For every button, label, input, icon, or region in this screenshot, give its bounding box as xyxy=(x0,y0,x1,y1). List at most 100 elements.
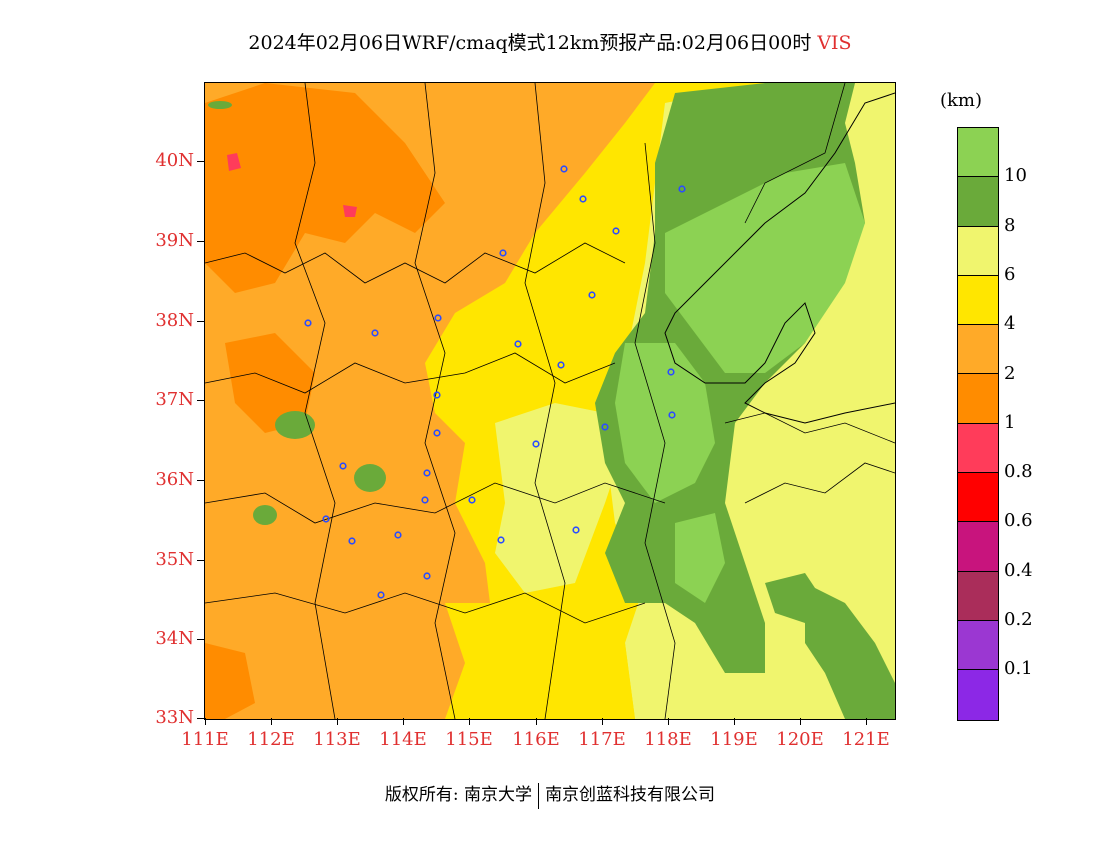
lat-tick-mark xyxy=(197,241,204,242)
footer-copyright-left: 版权所有: 南京大学 xyxy=(384,785,533,805)
lat-tick-mark xyxy=(197,560,204,561)
city-marker xyxy=(579,195,587,203)
colorbar-segment xyxy=(958,275,998,326)
colorbar-segment xyxy=(958,374,998,424)
colorbar-label: 6 xyxy=(1004,263,1016,285)
lon-tick-label: 113E xyxy=(313,729,361,750)
lon-tick-label: 119E xyxy=(710,729,758,750)
chart-title: 2024年02月06日WRF/cmaq模式12km预报产品:02月06日00时 V… xyxy=(0,28,1100,55)
lat-tick-mark xyxy=(197,480,204,481)
region-vis-8-10-pocket-4 xyxy=(208,101,232,109)
lat-tick-mark xyxy=(197,321,204,322)
colorbar-segment xyxy=(958,128,998,178)
colorbar-segment xyxy=(958,177,998,227)
lon-tick-mark xyxy=(734,718,735,725)
colorbar-label: 0.1 xyxy=(1004,658,1033,680)
colorbar-label: 1 xyxy=(1004,411,1016,433)
lat-tick-label: 40N xyxy=(155,150,194,171)
colorbar-label: 2 xyxy=(1004,362,1016,384)
colorbar-label: 8 xyxy=(1004,214,1016,236)
lon-tick-mark xyxy=(469,718,470,725)
region-vis-10plus-center xyxy=(615,343,715,503)
city-marker xyxy=(514,340,522,348)
lon-tick-label: 117E xyxy=(578,729,626,750)
city-marker xyxy=(394,531,402,539)
colorbar-segment xyxy=(958,620,998,671)
lon-tick-mark xyxy=(800,718,801,725)
lon-tick-label: 112E xyxy=(247,729,295,750)
lon-tick-mark xyxy=(866,718,867,725)
colorbar-segment xyxy=(958,325,998,375)
colorbar-segment xyxy=(958,423,998,474)
lat-tick-mark xyxy=(197,161,204,162)
colorbar-label: 0.4 xyxy=(1004,559,1033,581)
colorbar-segment xyxy=(958,571,998,621)
region-vis-1-2-south xyxy=(205,643,255,719)
lon-tick-mark xyxy=(536,718,537,725)
city-marker xyxy=(433,391,441,399)
colorbar-label: 10 xyxy=(1004,165,1027,187)
region-vis-6-8-center xyxy=(495,403,625,593)
footer-separator xyxy=(538,782,540,809)
colorbar-segment xyxy=(958,473,998,523)
lat-tick-mark xyxy=(197,718,204,719)
colorbar-units: (km) xyxy=(940,90,983,111)
title-variable: VIS xyxy=(817,32,852,54)
lon-tick-label: 114E xyxy=(379,729,427,750)
lon-tick-mark xyxy=(337,718,338,725)
colorbar-label: 4 xyxy=(1004,313,1016,335)
city-marker xyxy=(434,314,442,322)
region-vis-0.8-spot-2 xyxy=(343,205,357,217)
lon-tick-mark xyxy=(668,718,669,725)
city-marker xyxy=(371,329,379,337)
lat-tick-label: 37N xyxy=(155,389,194,410)
city-marker xyxy=(612,227,620,235)
region-vis-8-10-pocket-3 xyxy=(253,505,277,525)
lat-tick-label: 39N xyxy=(155,230,194,251)
lon-tick-mark xyxy=(271,718,272,725)
city-marker xyxy=(304,319,312,327)
lon-tick-label: 121E xyxy=(842,729,890,750)
city-marker xyxy=(678,185,686,193)
city-marker xyxy=(588,291,596,299)
city-marker xyxy=(560,165,568,173)
city-marker xyxy=(421,496,429,504)
city-marker xyxy=(339,462,347,470)
region-vis-2-4-west xyxy=(205,83,655,719)
lon-tick-mark xyxy=(602,718,603,725)
colorbar-segment xyxy=(958,522,998,572)
region-vis-8-10-pocket-2 xyxy=(354,464,386,492)
city-marker xyxy=(423,572,431,580)
city-marker xyxy=(557,361,565,369)
region-vis-8-10-southeast-2 xyxy=(765,573,825,623)
city-marker xyxy=(433,429,441,437)
lon-tick-mark xyxy=(403,718,404,725)
city-marker xyxy=(468,496,476,504)
region-vis-10plus-south xyxy=(675,513,725,603)
lat-tick-label: 34N xyxy=(155,628,194,649)
boundary-lines xyxy=(205,83,895,719)
lat-tick-mark xyxy=(197,400,204,401)
colorbar-label: 0.2 xyxy=(1004,609,1033,630)
lon-tick-label: 118E xyxy=(644,729,692,750)
footer-copyright-right: 南京创蓝科技有限公司 xyxy=(545,785,716,805)
colorbar xyxy=(957,127,999,721)
colorbar-label: 0.8 xyxy=(1004,461,1033,483)
city-marker xyxy=(572,526,580,534)
city-marker xyxy=(499,249,507,257)
visibility-map xyxy=(204,82,896,720)
title-text: 2024年02月06日WRF/cmaq模式12km预报产品:02月06日00时 xyxy=(248,32,812,54)
lat-tick-mark xyxy=(197,639,204,640)
lon-tick-label: 111E xyxy=(181,729,229,750)
city-marker xyxy=(668,411,676,419)
lon-tick-label: 120E xyxy=(776,729,824,750)
colorbar-segment xyxy=(958,670,998,720)
lat-tick-label: 35N xyxy=(155,549,194,570)
lon-tick-label: 115E xyxy=(445,729,493,750)
lat-tick-label: 33N xyxy=(155,707,194,728)
region-vis-4-6-south xyxy=(445,603,635,719)
copyright-footer: 版权所有: 南京大学 南京创蓝科技有限公司 xyxy=(0,780,1100,809)
colorbar-segment xyxy=(958,226,998,276)
coastline xyxy=(664,92,895,424)
region-vis-8-10-pocket-1 xyxy=(275,411,315,439)
